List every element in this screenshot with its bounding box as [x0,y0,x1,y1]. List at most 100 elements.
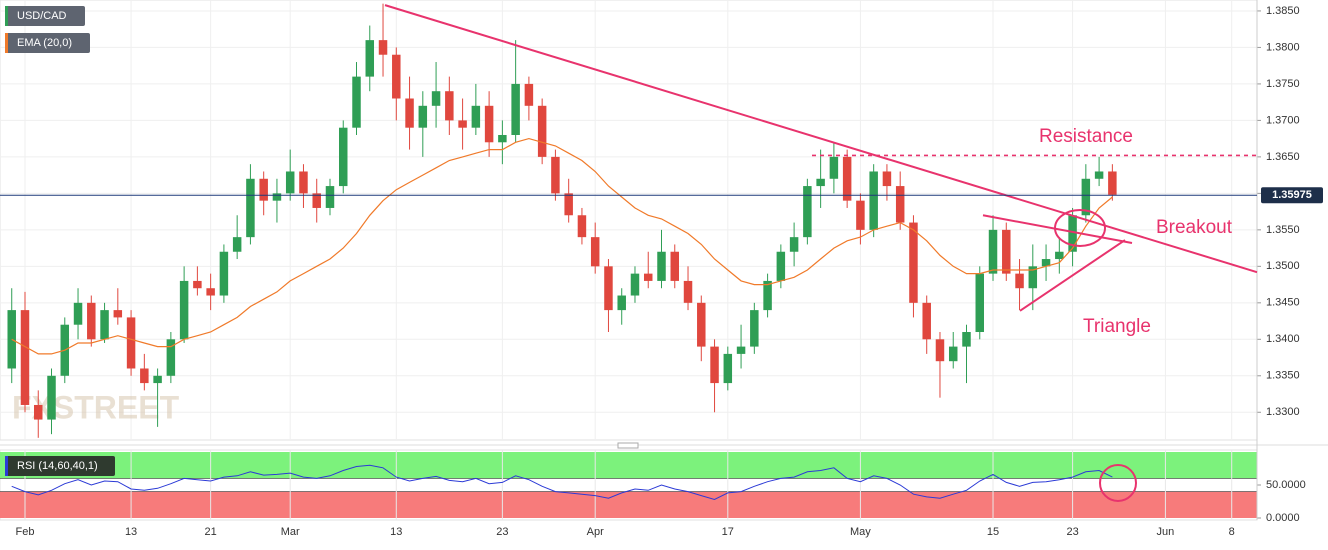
candle-body [34,404,43,420]
last-price-label: 1.35975 [1272,189,1312,201]
candle-body [895,186,905,223]
candle-body [776,251,786,281]
candle-body [763,280,772,311]
candle-body [1015,273,1024,289]
candle-body [988,229,998,274]
y-tick-label: 0.0000 [1266,512,1300,524]
candle-body [750,310,759,347]
rsi-oversold-zone [0,491,1257,518]
rsi-line [11,464,1113,501]
candle-body [909,222,918,303]
candle-body [816,178,825,187]
x-tick-label: Feb [16,526,35,538]
x-tick-label: 23 [496,526,508,538]
candle-body [537,105,547,157]
last-price-box [1261,187,1323,204]
candle-body [246,178,255,238]
x-tick-label: Mar [281,526,300,538]
annotation-text: Resistance [1039,126,1133,147]
candle-body [352,76,361,128]
candle-body [418,105,428,128]
legend-text: USD/CAD [17,10,67,22]
y-tick-label: 50.0000 [1266,479,1306,491]
candle-body [736,346,746,354]
candle-body [1068,215,1077,252]
candle-body [299,171,308,194]
rsi-overbought-zone [0,452,1257,479]
candle-body [1041,259,1051,267]
candle-body [670,251,680,281]
legend-box [5,6,85,26]
annotation-text: Breakout [1156,217,1233,238]
candle-body [789,237,799,252]
x-tick-label: May [850,526,871,538]
candle-body [392,54,401,99]
candle-body [617,295,626,311]
x-tick-label: 13 [390,526,402,538]
candle-body [922,302,931,340]
candle-body [166,339,176,376]
x-tick-label: 8 [1229,526,1235,538]
x-tick-label: 17 [722,526,734,538]
candle-body [1094,171,1104,179]
y-tick-label: 1.3750 [1266,78,1300,90]
candle-body [643,273,653,281]
candle-body [378,40,388,55]
legend-box [5,456,115,476]
candle-body [1002,229,1011,274]
candle-body [285,171,295,194]
candle-body [577,215,587,238]
candle-body [47,375,56,420]
candle-body [458,120,467,128]
x-tick-label: 23 [1066,526,1078,538]
y-tick-label: 1.3350 [1266,370,1300,382]
rsi-circle [1099,464,1137,502]
candle-body [590,237,600,267]
candle-body [564,193,573,216]
ema-line [11,137,1113,355]
x-tick-label: Apr [587,526,604,538]
x-tick-label: 15 [987,526,999,538]
resize-handle[interactable] [617,442,639,449]
y-tick-label: 1.3400 [1266,333,1300,345]
legend-swatch [5,33,8,53]
candle-body [604,266,613,311]
candle-body [697,302,706,347]
legend-swatch [5,456,8,476]
candle-body [219,251,229,296]
candle-body [683,280,693,303]
candle-body [1081,178,1091,216]
candle-body [232,237,242,252]
candle-body [1028,266,1038,289]
y-tick-label: 1.3650 [1266,151,1300,163]
main-panel [0,0,1258,441]
candle-body [962,332,971,347]
y-tick-label: 1.3300 [1266,406,1300,418]
downtrend-line [384,4,1258,274]
candle-body [869,171,878,230]
candle-body [339,127,348,187]
candle-body [710,346,719,384]
candle-body [803,186,812,238]
candle-body [948,346,958,362]
candle-body [1055,251,1064,260]
y-tick-label: 1.3800 [1266,41,1300,53]
candle-body [511,83,520,135]
candle-body [405,98,414,128]
x-tick-label: 13 [125,526,137,538]
candle-body [312,193,321,208]
candle-body [657,251,666,281]
x-tick-label: Jun [1157,526,1175,538]
x-tick-label: 21 [205,526,217,538]
candle-body [842,156,852,201]
candle-body [206,288,215,296]
candle-body [471,105,481,128]
y-tick-label: 1.3450 [1266,297,1300,309]
y-tick-label: 1.3550 [1266,224,1300,236]
candle-body [498,134,507,143]
legend-box [5,33,90,53]
candle-body [87,302,96,340]
legend-text: RSI (14,60,40,1) [17,460,98,472]
annotation-text: Triangle [1083,316,1151,337]
